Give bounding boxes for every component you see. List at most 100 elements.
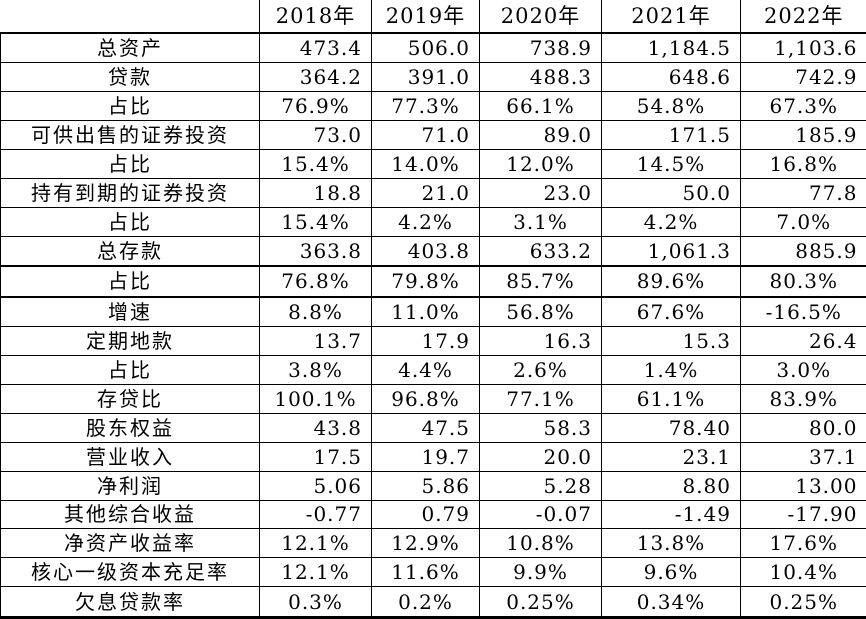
table-row: 净资产收益率 12.1% 12.9% 10.8% 13.8% 17.6%	[0, 528, 866, 559]
cell-value: 0.34%	[601, 586, 741, 619]
cell-value: 13.7	[259, 325, 372, 356]
cell-value: -16.5%	[740, 296, 866, 327]
table-row: 增速 8.8% 11.0% 56.8% 67.6% -16.5%	[0, 296, 866, 327]
cell-value: 738.9	[479, 32, 602, 64]
table-row: 占比 15.4% 4.2% 3.1% 4.2% 7.0%	[0, 207, 866, 237]
cell-value: 67.6%	[601, 296, 741, 327]
table-row: 总存款 363.8 403.8 633.2 1,061.3 885.9	[0, 235, 866, 267]
cell-value: 76.8%	[259, 265, 372, 298]
row-label: 总资产	[0, 32, 260, 64]
cell-value: 0.25%	[740, 586, 866, 619]
cell-value: 4.2%	[371, 207, 480, 237]
cell-value: 0.25%	[479, 586, 602, 619]
cell-value: 16.8%	[740, 149, 866, 180]
table-row: 持有到期的证券投资 18.8 21.0 23.0 50.0 77.8	[0, 178, 866, 209]
cell-value: 80.3%	[740, 265, 866, 298]
cell-value: 1,184.5	[601, 32, 741, 64]
cell-value: 4.2%	[601, 207, 741, 237]
cell-value: 17.5	[259, 441, 372, 472]
row-label: 欠息贷款率	[0, 586, 260, 619]
table-row: 贷款 364.2 391.0 488.3 648.6 742.9	[0, 62, 866, 93]
row-label: 占比	[0, 91, 260, 122]
cell-value: 1.4%	[601, 354, 741, 385]
cell-value: 364.2	[259, 62, 372, 93]
cell-value: 56.8%	[479, 296, 602, 327]
row-label: 持有到期的证券投资	[0, 178, 260, 209]
cell-value: 8.8%	[259, 296, 372, 327]
cell-value: 1,103.6	[740, 32, 866, 64]
cell-value: 11.0%	[371, 296, 480, 327]
cell-value: 12.1%	[259, 557, 372, 588]
cell-value: 7.0%	[740, 207, 866, 237]
cell-value: 12.1%	[259, 528, 372, 559]
cell-value: 17.6%	[740, 528, 866, 559]
cell-value: 506.0	[371, 32, 480, 64]
cell-value: 67.3%	[740, 91, 866, 122]
cell-value: 633.2	[479, 235, 602, 267]
row-label: 增速	[0, 296, 260, 327]
cell-value: 12.9%	[371, 528, 480, 559]
cell-value: 3.0%	[740, 354, 866, 385]
cell-value: 0.2%	[371, 586, 480, 619]
cell-value: 171.5	[601, 120, 741, 151]
cell-value: 16.3	[479, 325, 602, 356]
cell-value: 23.0	[479, 178, 602, 209]
header-row: 2018年 2019年 2020年 2021年 2022年	[0, 0, 866, 34]
cell-value: 1,061.3	[601, 235, 741, 267]
table-row: 定期地款 13.7 17.9 16.3 15.3 26.4	[0, 325, 866, 356]
cell-value: 15.4%	[259, 149, 372, 180]
cell-value: 77.1%	[479, 383, 602, 414]
cell-value: 742.9	[740, 62, 866, 93]
cell-value: 11.6%	[371, 557, 480, 588]
cell-value: 10.8%	[479, 528, 602, 559]
cell-value: 13.8%	[601, 528, 741, 559]
row-label: 营业收入	[0, 441, 260, 472]
row-label: 存贷比	[0, 383, 260, 414]
cell-value: 58.3	[479, 412, 602, 443]
cell-value: 9.6%	[601, 557, 741, 588]
cell-value: 0.3%	[259, 586, 372, 619]
corner-cell	[0, 0, 260, 34]
row-label: 占比	[0, 149, 260, 180]
cell-value: 43.8	[259, 412, 372, 443]
cell-value: 89.6%	[601, 265, 741, 298]
cell-value: 78.40	[601, 412, 741, 443]
cell-value: 37.1	[740, 441, 866, 472]
cell-value: -17.90	[740, 499, 866, 530]
row-label: 股东权益	[0, 412, 260, 443]
cell-value: 5.86	[371, 470, 480, 501]
table-row: 占比 3.8% 4.4% 2.6% 1.4% 3.0%	[0, 354, 866, 385]
table-row: 营业收入 17.5 19.7 20.0 23.1 37.1	[0, 441, 866, 472]
row-label: 核心一级资本充足率	[0, 557, 260, 588]
cell-value: 648.6	[601, 62, 741, 93]
table-row: 占比 15.4% 14.0% 12.0% 14.5% 16.8%	[0, 149, 866, 180]
cell-value: 5.28	[479, 470, 602, 501]
table-row: 核心一级资本充足率 12.1% 11.6% 9.9% 9.6% 10.4%	[0, 557, 866, 588]
cell-value: 83.9%	[740, 383, 866, 414]
row-label: 可供出售的证券投资	[0, 120, 260, 151]
table-row: 股东权益 43.8 47.5 58.3 78.40 80.0	[0, 412, 866, 443]
cell-value: 77.8	[740, 178, 866, 209]
cell-value: 885.9	[740, 235, 866, 267]
cell-value: 403.8	[371, 235, 480, 267]
cell-value: 47.5	[371, 412, 480, 443]
row-label: 贷款	[0, 62, 260, 93]
cell-value: 13.00	[740, 470, 866, 501]
table-row: 欠息贷款率 0.3% 0.2% 0.25% 0.34% 0.25%	[0, 586, 866, 619]
cell-value: 4.4%	[371, 354, 480, 385]
year-header-2019: 2019年	[371, 0, 480, 34]
cell-value: 54.8%	[601, 91, 741, 122]
cell-value: 66.1%	[479, 91, 602, 122]
cell-value: 0.79	[371, 499, 480, 530]
year-header-2021: 2021年	[601, 0, 741, 34]
cell-value: -0.07	[479, 499, 602, 530]
table-row: 净利润 5.06 5.86 5.28 8.80 13.00	[0, 470, 866, 501]
year-header-2022: 2022年	[740, 0, 866, 34]
row-label: 净资产收益率	[0, 528, 260, 559]
cell-value: 14.0%	[371, 149, 480, 180]
row-label: 占比	[0, 354, 260, 385]
cell-value: 14.5%	[601, 149, 741, 180]
year-header-2018: 2018年	[259, 0, 372, 34]
